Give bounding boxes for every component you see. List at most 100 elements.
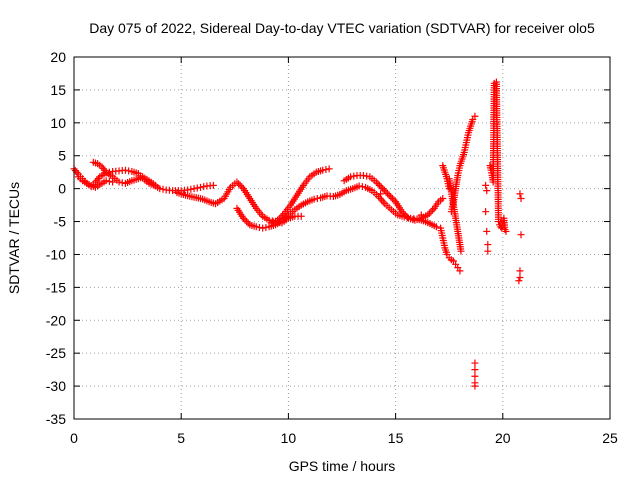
series-track-I bbox=[447, 112, 479, 216]
data-point bbox=[113, 176, 121, 184]
data-point bbox=[209, 199, 217, 207]
data-point bbox=[94, 182, 102, 190]
data-point bbox=[517, 231, 525, 239]
data-point bbox=[392, 198, 400, 206]
data-point bbox=[165, 186, 173, 194]
data-point bbox=[302, 199, 310, 207]
y-tick-label: -30 bbox=[46, 378, 66, 394]
data-point bbox=[96, 161, 104, 169]
data-point bbox=[238, 212, 246, 220]
data-point bbox=[379, 198, 387, 206]
data-point bbox=[295, 203, 303, 211]
data-point bbox=[482, 181, 490, 189]
data-point bbox=[241, 216, 249, 224]
data-point bbox=[243, 218, 251, 226]
data-point bbox=[358, 183, 366, 191]
data-point bbox=[377, 190, 385, 198]
data-point bbox=[112, 167, 120, 175]
data-point bbox=[109, 178, 117, 186]
x-tick-label: 25 bbox=[602, 430, 618, 446]
data-point bbox=[424, 219, 432, 227]
data-point bbox=[385, 191, 393, 199]
data-point bbox=[263, 215, 271, 223]
data-point bbox=[200, 183, 208, 191]
data-point bbox=[370, 176, 378, 184]
y-tick-label: -25 bbox=[46, 345, 66, 361]
data-point bbox=[440, 166, 448, 174]
data-point bbox=[272, 217, 280, 225]
data-point bbox=[417, 211, 425, 219]
x-tick-label: 5 bbox=[177, 430, 185, 446]
y-tick-label: 20 bbox=[50, 49, 66, 65]
data-point bbox=[494, 215, 502, 223]
data-point bbox=[466, 124, 474, 132]
data-point bbox=[218, 196, 226, 204]
data-point bbox=[73, 168, 81, 176]
data-point bbox=[235, 180, 243, 188]
data-point bbox=[83, 179, 91, 187]
data-point bbox=[363, 172, 371, 180]
data-point bbox=[430, 222, 438, 230]
data-point bbox=[442, 248, 450, 256]
data-point bbox=[149, 180, 157, 188]
data-point bbox=[193, 184, 201, 192]
data-point bbox=[106, 171, 114, 179]
data-point bbox=[484, 241, 492, 249]
data-point bbox=[294, 212, 302, 220]
data-point bbox=[374, 180, 382, 188]
axis-ticks bbox=[73, 56, 611, 420]
data-point bbox=[471, 372, 479, 380]
data-point bbox=[471, 112, 479, 120]
data-point bbox=[292, 193, 300, 201]
data-point bbox=[101, 166, 109, 174]
grid-lines bbox=[74, 57, 610, 419]
data-point bbox=[91, 159, 99, 167]
data-point bbox=[334, 191, 342, 199]
data-point bbox=[187, 185, 195, 193]
data-point bbox=[456, 238, 464, 246]
data-point bbox=[445, 182, 453, 190]
data-point bbox=[238, 183, 246, 191]
data-point bbox=[429, 206, 437, 214]
data-point bbox=[454, 232, 462, 240]
data-point bbox=[317, 167, 325, 175]
data-point bbox=[132, 175, 140, 183]
data-point bbox=[132, 169, 140, 177]
x-tick-label: 20 bbox=[495, 430, 511, 446]
data-point bbox=[382, 188, 390, 196]
data-point bbox=[190, 185, 198, 193]
data-point bbox=[259, 224, 267, 232]
data-point bbox=[251, 202, 259, 210]
data-point bbox=[459, 151, 467, 159]
data-point bbox=[180, 186, 188, 194]
data-point bbox=[250, 222, 258, 230]
data-point bbox=[456, 267, 464, 275]
data-point bbox=[385, 204, 393, 212]
data-point bbox=[347, 185, 355, 193]
data-point bbox=[310, 170, 318, 178]
data-point bbox=[437, 196, 445, 204]
data-point bbox=[196, 183, 204, 191]
data-point bbox=[304, 175, 312, 183]
data-point bbox=[455, 164, 463, 172]
series-track-H bbox=[437, 224, 464, 275]
y-tick-label: 15 bbox=[50, 82, 66, 98]
y-tick-label: -20 bbox=[46, 312, 66, 328]
series-track-C bbox=[74, 173, 117, 191]
data-point bbox=[380, 186, 388, 194]
data-point bbox=[94, 175, 102, 183]
data-point bbox=[433, 200, 441, 208]
x-tick-label: 10 bbox=[281, 430, 297, 446]
data-point bbox=[471, 359, 479, 367]
data-point bbox=[415, 215, 423, 223]
data-point bbox=[236, 181, 244, 189]
y-axis-label: SDTVAR / TECUs bbox=[6, 182, 22, 294]
data-point bbox=[457, 245, 465, 253]
data-point bbox=[257, 210, 265, 218]
data-point bbox=[516, 190, 524, 198]
data-point bbox=[457, 157, 465, 165]
data-point bbox=[289, 207, 297, 215]
y-tick-label: -15 bbox=[46, 279, 66, 295]
series-track-F bbox=[267, 165, 333, 227]
series-track-J bbox=[445, 175, 465, 255]
